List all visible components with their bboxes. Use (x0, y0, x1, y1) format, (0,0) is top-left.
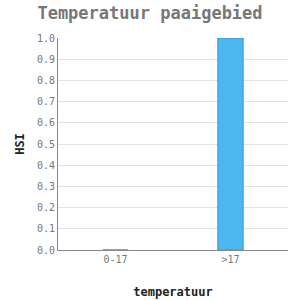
svg-text:0.2: 0.2 (37, 202, 55, 213)
svg-text:0-17: 0-17 (103, 254, 127, 265)
svg-text:0.5: 0.5 (37, 139, 55, 150)
svg-text:0.6: 0.6 (37, 117, 55, 128)
svg-text:Temperatuur paaigebied: Temperatuur paaigebied (37, 3, 262, 23)
svg-text:temperatuur: temperatuur (133, 285, 212, 299)
svg-text:0.4: 0.4 (37, 160, 55, 171)
svg-text:0.7: 0.7 (37, 96, 55, 107)
svg-text:0.1: 0.1 (37, 223, 55, 234)
svg-text:0.0: 0.0 (37, 245, 55, 256)
svg-text:HSI: HSI (13, 133, 27, 155)
svg-text:0.3: 0.3 (37, 181, 55, 192)
svg-text:0.9: 0.9 (37, 54, 55, 65)
svg-text:>17: >17 (221, 254, 239, 265)
svg-text:0.8: 0.8 (37, 75, 55, 86)
svg-text:1.0: 1.0 (37, 33, 55, 44)
